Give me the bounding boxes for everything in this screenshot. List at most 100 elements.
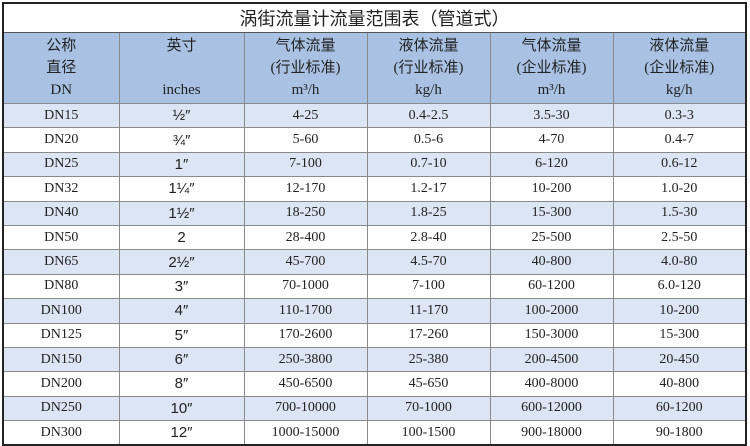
table-row: DN150 6″ 250-3800 25-380 200-4500 20-450	[2, 346, 747, 373]
header-line: (企业标准)	[516, 60, 587, 76]
header-line: m³/h	[537, 82, 566, 98]
table-cell: 2	[118, 224, 245, 251]
table-cell: 6-120	[489, 151, 614, 178]
table-cell: 200-4500	[489, 346, 614, 373]
column-header: 液体流量 (行业标准) kg/h	[366, 32, 491, 104]
table-cell: 1.8-25	[366, 200, 491, 226]
table-cell: 17-260	[366, 322, 491, 348]
header-line: 液体流量	[398, 38, 459, 54]
table-cell: DN80	[2, 273, 120, 300]
table-cell: 0.7-10	[366, 151, 491, 178]
table-cell: 700-10000	[243, 395, 368, 422]
table-cell: 4″	[118, 298, 245, 324]
table-row: DN32 1¼″ 12-170 1.2-17 10-200 1.0-20	[2, 176, 747, 202]
table-cell: DN300	[2, 420, 120, 446]
header-line: (企业标准)	[644, 60, 715, 76]
table-cell: 170-2600	[243, 322, 368, 348]
table-row: DN50 2 28-400 2.8-40 25-500 2.5-50	[2, 224, 747, 251]
table-cell: 7-100	[366, 273, 491, 300]
table-row: DN200 8″ 450-6500 45-650 400-8000 40-800	[2, 371, 747, 397]
header-line: 液体流量	[649, 38, 710, 54]
header-line: (行业标准)	[270, 60, 341, 76]
table-cell: DN150	[2, 346, 120, 373]
table-cell: 100-2000	[489, 298, 614, 324]
table-cell: 15-300	[612, 322, 747, 348]
table-row: DN15 ½″ 4-25 0.4-2.5 3.5-30 0.3-3	[2, 102, 747, 129]
column-header: 气体流量 (行业标准) m³/h	[243, 32, 368, 104]
column-header: 公称直径 DN	[2, 32, 120, 104]
table-cell: DN250	[2, 395, 120, 422]
table-cell: 900-18000	[489, 420, 614, 446]
table-cell: 400-8000	[489, 371, 614, 397]
table-cell: DN50	[2, 224, 120, 251]
table-cell: 1½″	[118, 200, 245, 226]
table-cell: DN25	[2, 151, 120, 178]
table-cell: DN40	[2, 200, 120, 226]
table-cell: 0.6-12	[612, 151, 747, 178]
table-cell: 2½″	[118, 249, 245, 275]
table-cell: DN15	[2, 102, 120, 129]
table-row: DN125 5″ 170-2600 17-260 150-3000 15-300	[2, 322, 747, 348]
table-cell: 4-25	[243, 102, 368, 129]
header-line: 直径	[46, 60, 77, 76]
table-cell: DN125	[2, 322, 120, 348]
table-cell: DN20	[2, 127, 120, 153]
table-cell: ¾″	[118, 127, 245, 153]
table-cell: 1.5-30	[612, 200, 747, 226]
table-cell: 150-3000	[489, 322, 614, 348]
header-line: 公称	[46, 38, 77, 54]
table-cell: 250-3800	[243, 346, 368, 373]
table-cell: 25-500	[489, 224, 614, 251]
table-cell: 1.0-20	[612, 176, 747, 202]
table-cell: 60-1200	[489, 273, 614, 300]
table-cell: 10″	[118, 395, 245, 422]
header-line: inches	[162, 82, 201, 98]
header-line: 气体流量	[275, 38, 336, 54]
table-cell: 600-12000	[489, 395, 614, 422]
table-cell: 100-1500	[366, 420, 491, 446]
table-title: 涡街流量计流量范围表（管道式）	[2, 2, 747, 33]
table-cell: 10-200	[612, 298, 747, 324]
table-cell: 3″	[118, 273, 245, 300]
table-cell: DN32	[2, 176, 120, 202]
table-row: DN300 12″ 1000-15000 100-1500 900-18000 90-18…	[2, 420, 747, 446]
table-cell: 8″	[118, 371, 245, 397]
table-cell: 0.4-2.5	[366, 102, 491, 129]
table-cell: DN100	[2, 298, 120, 324]
table-cell: 7-100	[243, 151, 368, 178]
table-cell: 450-6500	[243, 371, 368, 397]
table-cell: DN200	[2, 371, 120, 397]
table-cell: ½″	[118, 102, 245, 129]
table-cell: 45-700	[243, 249, 368, 275]
table-cell: 12-170	[243, 176, 368, 202]
table-row: DN80 3″ 70-1000 7-100 60-1200 6.0-120	[2, 273, 747, 300]
table-cell: 5″	[118, 322, 245, 348]
column-header: 液体流量 (企业标准) kg/h	[612, 32, 747, 104]
header-line: m³/h	[291, 82, 320, 98]
table-row: DN100 4″ 110-1700 11-170 100-2000 10-200	[2, 298, 747, 324]
header-line: DN	[50, 82, 73, 98]
table-cell: 70-1000	[366, 395, 491, 422]
table-cell: 4-70	[489, 127, 614, 153]
table-row: DN25 1″ 7-100 0.7-10 6-120 0.6-12	[2, 151, 747, 178]
table-cell: 25-380	[366, 346, 491, 373]
table-cell: 1.2-17	[366, 176, 491, 202]
header-line: kg/h	[415, 82, 442, 98]
table-cell: 90-1800	[612, 420, 747, 446]
table-cell: 110-1700	[243, 298, 368, 324]
table-cell: 0.3-3	[612, 102, 747, 129]
header-line: (行业标准)	[393, 60, 464, 76]
table-cell: 1000-15000	[243, 420, 368, 446]
table-cell: 60-1200	[612, 395, 747, 422]
table-row: DN65 2½″ 45-700 4.5-70 40-800 4.0-80	[2, 249, 747, 275]
table-cell: 4.0-80	[612, 249, 747, 275]
table-cell: 2.8-40	[366, 224, 491, 251]
table-cell: 4.5-70	[366, 249, 491, 275]
table-cell: 6″	[118, 346, 245, 373]
header-line: 气体流量	[521, 38, 582, 54]
table-cell: 11-170	[366, 298, 491, 324]
table-cell: 70-1000	[243, 273, 368, 300]
column-header: 英寸 inches	[118, 32, 245, 104]
table-cell: 12″	[118, 420, 245, 446]
